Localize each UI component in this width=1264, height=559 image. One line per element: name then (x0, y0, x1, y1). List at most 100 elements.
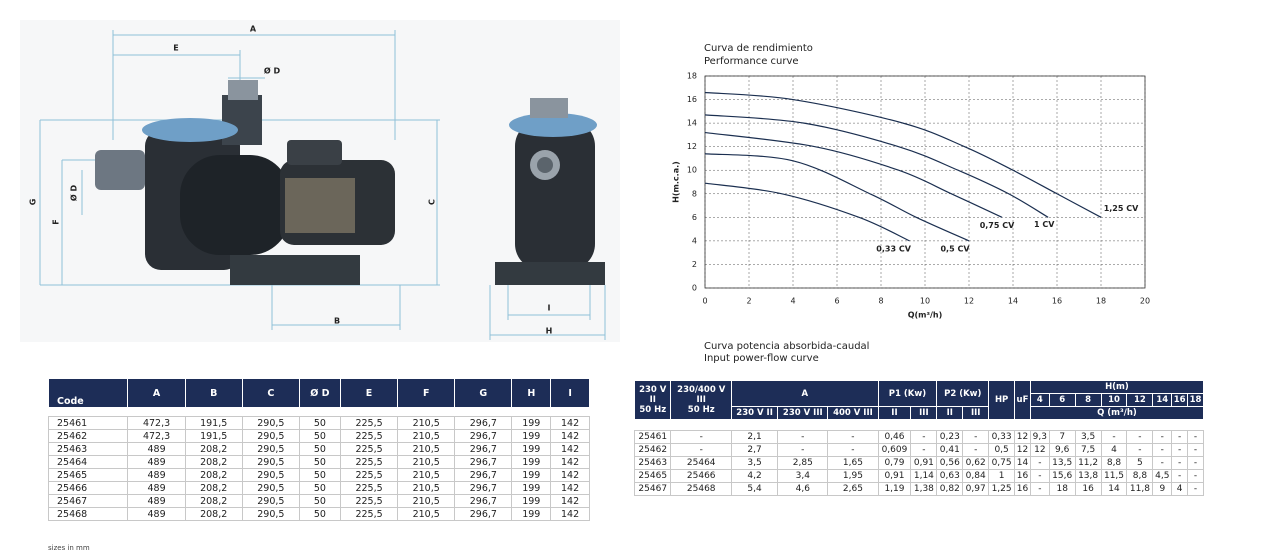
column-header: 400 V III (827, 406, 879, 420)
cell: 25466 (670, 469, 732, 483)
column-header: III (910, 406, 938, 420)
cell: - (827, 430, 879, 444)
chart-subtitle: Performance curve (704, 56, 799, 67)
row: 25461 472,3 191,5 290,5 50 225,5 210,5 296,7 199… (47, 416, 590, 430)
cell: 296,7 (454, 507, 513, 521)
cell: - (1171, 456, 1189, 470)
cell: 25462 (47, 429, 129, 443)
pump-drawing: A E Ø D G F Ø D C B I H (20, 20, 620, 342)
column-header: III (962, 406, 990, 420)
cell: 0,56 (936, 456, 964, 470)
cell: 0,75 (988, 456, 1016, 470)
cell: 5,4 (730, 482, 779, 496)
row: 25462 472,3 191,5 290,5 50 225,5 210,5 296,7 199… (47, 429, 590, 443)
cell: 296,7 (454, 468, 513, 482)
cell: 208,2 (184, 507, 243, 521)
row: 25463 489 208,2 290,5 50 225,5 210,5 296,7 199 14… (47, 442, 590, 456)
cell: 199 (511, 507, 552, 521)
curve-label: 1,25 CV (1104, 204, 1139, 213)
dim-label: H (546, 327, 553, 336)
cell: 25464 (670, 456, 732, 470)
cell: 210,5 (397, 416, 456, 430)
cell: 142 (550, 507, 590, 521)
cell: 290,5 (241, 429, 300, 443)
cell: 25465 (633, 469, 672, 483)
column-header: 230 V II (730, 406, 779, 420)
cell: - (777, 430, 829, 444)
cell: 210,5 (397, 481, 456, 495)
column-header: 230 V II 50 Hz (633, 380, 672, 420)
y-tick-label: 8 (692, 189, 697, 198)
cell: - (1126, 430, 1154, 444)
dimensions-table: Code A B C Ø D E F G H I 25461 472,3 191,5 290,5 50 225… (47, 378, 590, 521)
dim-label: G (29, 199, 38, 206)
cell: 3,4 (777, 469, 829, 483)
performance-chart: Curva de rendimiento Performance curve Q… (672, 43, 1151, 320)
cell: 296,7 (454, 494, 513, 508)
cell: 0,609 (877, 443, 912, 457)
column-header: Code (47, 378, 129, 408)
spacer-row (49, 408, 590, 417)
x-tick-label: 16 (1052, 297, 1062, 306)
cell: - (1152, 443, 1173, 457)
cell: 0,41 (936, 443, 964, 457)
cell: 142 (550, 455, 590, 469)
cell: 16 (1074, 482, 1102, 496)
column-header: uF (1014, 380, 1031, 420)
cell: 25461 (633, 430, 672, 444)
cell: - (1187, 430, 1204, 444)
cell: 9,3 (1029, 430, 1050, 444)
cell: 296,7 (454, 442, 513, 456)
cell: 2,1 (730, 430, 779, 444)
y-tick-label: 0 (692, 284, 697, 293)
cell: - (1171, 443, 1189, 457)
column-header: 16 (1171, 393, 1189, 407)
cell: 210,5 (397, 455, 456, 469)
column-header: I (550, 378, 590, 408)
cell: 472,3 (127, 429, 186, 443)
performance-table: 230 V II 50 Hz 230/400 V III 50 Hz A P1 (Kw… (633, 380, 1205, 496)
cell: 489 (127, 481, 186, 495)
row: 25467 25468 5,4 4,6 2,65 1,19 1,38 0,82 0,97 1,25… (633, 482, 1204, 496)
x-tick-label: 4 (790, 297, 795, 306)
y-tick-label: 6 (692, 213, 697, 222)
cell: 0,82 (936, 482, 964, 496)
y-tick-label: 12 (687, 142, 697, 151)
cell: 8,8 (1100, 456, 1128, 470)
curve-label: 1 CV (1034, 220, 1055, 229)
cell: 8,8 (1126, 469, 1154, 483)
cell: 142 (550, 416, 590, 430)
cell: 25463 (47, 442, 129, 456)
cell: 7,5 (1074, 443, 1102, 457)
cell: 296,7 (454, 481, 513, 495)
cell: - (910, 430, 938, 444)
cell: 210,5 (397, 507, 456, 521)
y-tick-label: 4 (692, 236, 697, 245)
cell: 208,2 (184, 455, 243, 469)
cell: - (1187, 443, 1204, 457)
cell: 25464 (47, 455, 129, 469)
column-header: Q (m³/h) (1029, 406, 1205, 420)
power-curve-title: Curva potencia absorbida-caudal (704, 341, 870, 352)
cell: - (670, 443, 732, 457)
cell: 25468 (670, 482, 732, 496)
curve-label: 0,75 CV (980, 221, 1015, 230)
cell: 25462 (633, 443, 672, 457)
cell: - (777, 443, 829, 457)
spacer (635, 420, 1204, 431)
chart-title: Curva de rendimiento (704, 43, 813, 54)
cell: 0,91 (877, 469, 912, 483)
cell: 1,14 (910, 469, 938, 483)
x-tick-label: 2 (746, 297, 751, 306)
y-axis-label: H(m.c.a.) (672, 161, 681, 203)
curve (704, 153, 970, 242)
cell: 0,63 (936, 469, 964, 483)
row: 25463 25464 3,5 2,85 1,65 0,79 0,91 0,56 0,62 0,7… (633, 456, 1204, 470)
cell: 142 (550, 481, 590, 495)
dim-label: E (173, 44, 178, 53)
cell: 210,5 (397, 468, 456, 482)
column-header: 14 (1152, 393, 1173, 407)
cell: 3,5 (1074, 430, 1102, 444)
cell: 0,5 (988, 443, 1016, 457)
